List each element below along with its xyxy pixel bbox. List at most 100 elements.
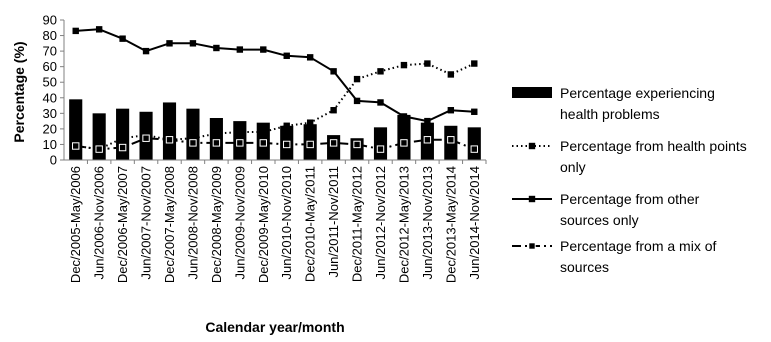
series-lines bbox=[72, 26, 478, 153]
bar bbox=[162, 102, 177, 160]
x-tick-label: Jun/2014-Nov/2014 bbox=[467, 166, 482, 279]
point bbox=[424, 60, 431, 67]
legend-label: sources only bbox=[560, 212, 639, 228]
point bbox=[447, 107, 455, 114]
x-tick-label: Jun/2008-Nov/2008 bbox=[185, 166, 200, 279]
y-tick-label: 80 bbox=[43, 28, 57, 43]
point bbox=[142, 47, 150, 55]
point bbox=[306, 140, 314, 149]
point bbox=[353, 97, 361, 105]
series-line-3 bbox=[75, 137, 475, 151]
x-tick-label: Jun/2013-Nov/2013 bbox=[420, 166, 435, 279]
bar bbox=[116, 108, 130, 160]
bar bbox=[327, 135, 341, 160]
bar bbox=[373, 127, 388, 160]
legend-label: Percentage from health points bbox=[560, 138, 747, 154]
point bbox=[400, 61, 408, 69]
point bbox=[72, 27, 79, 35]
legend-swatch-bar bbox=[512, 87, 552, 98]
point bbox=[236, 46, 244, 53]
point bbox=[166, 40, 173, 47]
point bbox=[306, 54, 314, 61]
point bbox=[329, 139, 338, 147]
x-tick-label: Dec/2012-May/2013 bbox=[396, 166, 411, 283]
point bbox=[95, 26, 103, 33]
legend-label: Percentage from other bbox=[560, 191, 700, 207]
series-line-1 bbox=[75, 62, 475, 151]
point bbox=[400, 139, 408, 147]
x-tick-label: Dec/2006-May/2007 bbox=[115, 166, 130, 283]
point bbox=[236, 139, 244, 147]
point bbox=[377, 68, 384, 75]
point bbox=[213, 130, 220, 137]
x-tick-label: Dec/2007-May/2008 bbox=[162, 166, 177, 283]
x-tick-label: Dec/2011-May/2012 bbox=[350, 166, 365, 282]
point bbox=[376, 145, 385, 153]
point bbox=[260, 46, 267, 53]
x-tick-label: Jun/2007-Nov/2007 bbox=[139, 166, 154, 279]
point bbox=[119, 35, 126, 42]
point bbox=[400, 113, 408, 120]
point bbox=[471, 108, 478, 115]
legend-swatch-marker bbox=[528, 195, 536, 203]
x-tick-label: Jun/2009-Nov/2009 bbox=[232, 166, 247, 279]
point bbox=[353, 75, 361, 83]
point bbox=[353, 140, 361, 149]
bar bbox=[209, 118, 223, 160]
point bbox=[119, 135, 126, 142]
bar bbox=[69, 99, 83, 160]
bar bbox=[92, 113, 106, 160]
legend: Percentage experiencing health problems Pe… bbox=[512, 85, 747, 275]
y-tick-label: 20 bbox=[43, 121, 57, 136]
point bbox=[189, 135, 197, 142]
point bbox=[283, 140, 291, 149]
legend-label: sources bbox=[560, 259, 609, 275]
point bbox=[212, 139, 221, 147]
point bbox=[377, 99, 384, 106]
legend-label: Percentage from a mix of bbox=[560, 238, 717, 254]
point bbox=[470, 145, 478, 153]
x-tick-label: Jun/2012-Nov/2012 bbox=[373, 166, 388, 279]
point bbox=[142, 134, 150, 142]
point bbox=[447, 136, 455, 144]
x-tick-label: Jun/2010-Nov/2010 bbox=[279, 166, 294, 279]
legend-label: only bbox=[560, 159, 586, 175]
point bbox=[260, 128, 267, 136]
point bbox=[283, 122, 290, 129]
y-tick-label: 60 bbox=[43, 59, 57, 74]
legend-label: health problems bbox=[560, 106, 660, 122]
point bbox=[165, 136, 174, 144]
point bbox=[447, 71, 455, 78]
x-tick-label: Dec/2013-May/2014 bbox=[443, 166, 458, 283]
point bbox=[189, 139, 197, 147]
series-line-2 bbox=[75, 28, 475, 123]
point bbox=[72, 142, 80, 150]
point bbox=[423, 136, 432, 144]
point bbox=[330, 68, 337, 75]
x-tick-label: Dec/2008-May/2009 bbox=[209, 166, 224, 283]
point bbox=[283, 52, 290, 59]
x-tick-label: Jun/2011-Nov/2011 bbox=[326, 166, 341, 278]
y-axis-title: Percentage (%) bbox=[11, 41, 27, 142]
point bbox=[213, 44, 220, 52]
bar bbox=[186, 108, 200, 160]
point bbox=[95, 145, 103, 153]
point bbox=[118, 143, 127, 152]
point bbox=[471, 60, 478, 67]
point bbox=[189, 40, 197, 47]
x-tick-label: Jun/2006-Nov/2006 bbox=[92, 166, 107, 279]
y-tick-label: 90 bbox=[43, 13, 57, 28]
x-tick-label: Dec/2005-May/2006 bbox=[68, 166, 83, 283]
legend-swatch-marker bbox=[528, 242, 536, 250]
point bbox=[306, 119, 314, 126]
y-tick-label: 0 bbox=[50, 153, 57, 168]
bar bbox=[397, 114, 411, 160]
legend-label: Percentage experiencing bbox=[560, 85, 715, 101]
y-tick-label: 50 bbox=[43, 75, 57, 90]
point bbox=[236, 128, 244, 136]
x-tick-label: Dec/2009-May/2010 bbox=[256, 166, 271, 283]
y-tick-label: 40 bbox=[43, 90, 57, 105]
point bbox=[424, 117, 431, 125]
